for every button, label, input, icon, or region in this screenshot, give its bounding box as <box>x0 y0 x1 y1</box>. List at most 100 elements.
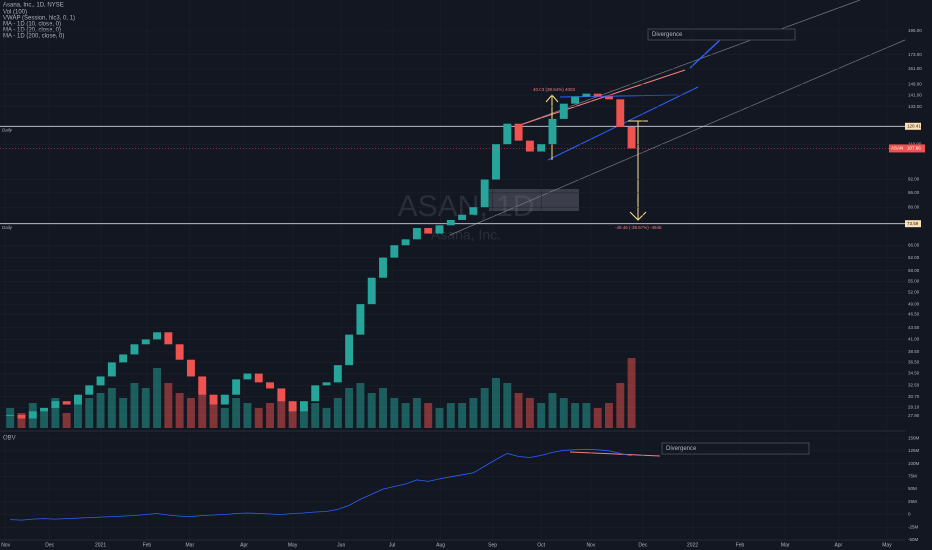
candle <box>345 334 354 366</box>
x-tick-label: Jul <box>389 542 395 548</box>
candle <box>220 394 229 405</box>
candle <box>311 385 320 402</box>
y-tick-label: 141.00 <box>908 92 922 97</box>
y-tick-label: 149.00 <box>908 81 922 86</box>
channel-line <box>519 0 861 126</box>
candle <box>605 96 613 100</box>
x-tick-label: Feb <box>143 542 152 548</box>
volume-bar <box>503 383 512 428</box>
volume-bar <box>412 398 421 428</box>
x-tick-label: Dec <box>45 542 54 548</box>
y-tick-label: 34.50 <box>908 371 920 376</box>
candle <box>175 344 184 360</box>
divergence-box <box>661 442 810 455</box>
y-tick-label: 49.00 <box>908 301 920 306</box>
candle <box>593 93 602 97</box>
divergence-box <box>647 28 796 41</box>
price-axis <box>905 0 932 550</box>
candle <box>85 385 94 395</box>
x-tick-label: Mar <box>186 542 195 548</box>
volume-bar <box>96 393 105 428</box>
volume-bar <box>164 383 173 428</box>
level-tag <box>905 122 921 130</box>
volume-bar <box>333 398 342 428</box>
indicator-label: MA - 1D (200, close, 0) <box>3 34 64 40</box>
candle <box>288 401 297 412</box>
candle <box>119 354 128 363</box>
volume-bar <box>186 398 195 428</box>
divergence-label: Divergence <box>652 32 683 38</box>
candle <box>446 219 455 226</box>
y-tick-label: 150M <box>908 435 920 440</box>
volume-bar <box>582 403 591 428</box>
volume-bar <box>62 413 71 428</box>
volume-bar <box>435 408 444 428</box>
candle <box>322 382 331 386</box>
measure-label: -49.46 (-39.67%) -4946 <box>615 225 662 230</box>
y-tick-label: 62.00 <box>908 255 920 260</box>
volume-bar <box>401 403 410 428</box>
volume-bar <box>6 408 15 428</box>
candle <box>525 140 534 152</box>
volume-bar <box>232 398 241 428</box>
candle <box>458 214 467 220</box>
candle <box>17 414 26 419</box>
volume-bar <box>537 403 546 428</box>
volume-bar <box>51 398 60 428</box>
y-tick-label: 55.00 <box>908 278 920 283</box>
volume-bar <box>311 403 320 428</box>
y-tick-label: 75M <box>908 474 917 479</box>
symbol-tag: ASAN <box>891 146 903 151</box>
obv-divergence-line <box>569 451 661 457</box>
candle <box>62 401 71 405</box>
x-tick-label: 2021 <box>95 542 106 548</box>
y-tick-label: 195.00 <box>908 28 922 33</box>
y-tick-label: 66.00 <box>908 242 920 247</box>
range-box <box>489 189 579 211</box>
volume-bar <box>367 393 376 428</box>
volume-bar <box>40 408 49 428</box>
last-price-tag <box>905 144 925 153</box>
volume-bar <box>322 408 331 428</box>
volume-bar <box>141 388 150 428</box>
volume-bar <box>593 408 602 428</box>
obv-line <box>10 448 632 521</box>
candle <box>51 401 60 408</box>
volume-bar <box>277 398 286 428</box>
obv-label: OBV <box>3 436 16 442</box>
indicator-label: Vol (100) <box>3 10 27 16</box>
candle <box>435 225 444 234</box>
y-tick-label: 52.00 <box>908 290 920 295</box>
chart-title: Asana, Inc., 1D, NYSE <box>3 3 64 9</box>
volume-bar <box>345 388 354 428</box>
x-tick-label: Mar <box>781 542 790 548</box>
volume-bar <box>525 398 534 428</box>
y-tick-label: 25M <box>908 499 917 504</box>
indicator-label: MA - 1D (20, close, 0) <box>3 28 61 34</box>
measure-label: 40.03 (39.64%) 4003 <box>533 87 576 92</box>
volume-bar <box>446 403 455 428</box>
y-tick-label: 30.70 <box>908 394 920 399</box>
indicator-label: MA - 1D (10, close, 0) <box>3 22 61 28</box>
y-tick-label: 100M <box>908 461 920 466</box>
level-value: 120.41 <box>907 123 921 128</box>
volume-bar <box>458 403 467 428</box>
y-tick-label: -50M <box>908 537 919 542</box>
candle <box>232 379 241 395</box>
volume-bar <box>17 413 26 428</box>
volume-bar <box>356 383 365 428</box>
candle <box>209 394 218 405</box>
candle <box>254 373 263 383</box>
candle <box>164 332 173 345</box>
volume-bar <box>198 388 207 428</box>
y-tick-label: 46.50 <box>908 312 920 317</box>
x-tick-label: Apr <box>240 542 248 548</box>
volume-bar <box>243 403 252 428</box>
y-tick-label: 110.00 <box>908 141 922 146</box>
trend-line <box>559 94 679 98</box>
candle <box>130 344 139 355</box>
candle <box>186 359 195 377</box>
last-price-value: 107.66 <box>907 146 921 151</box>
